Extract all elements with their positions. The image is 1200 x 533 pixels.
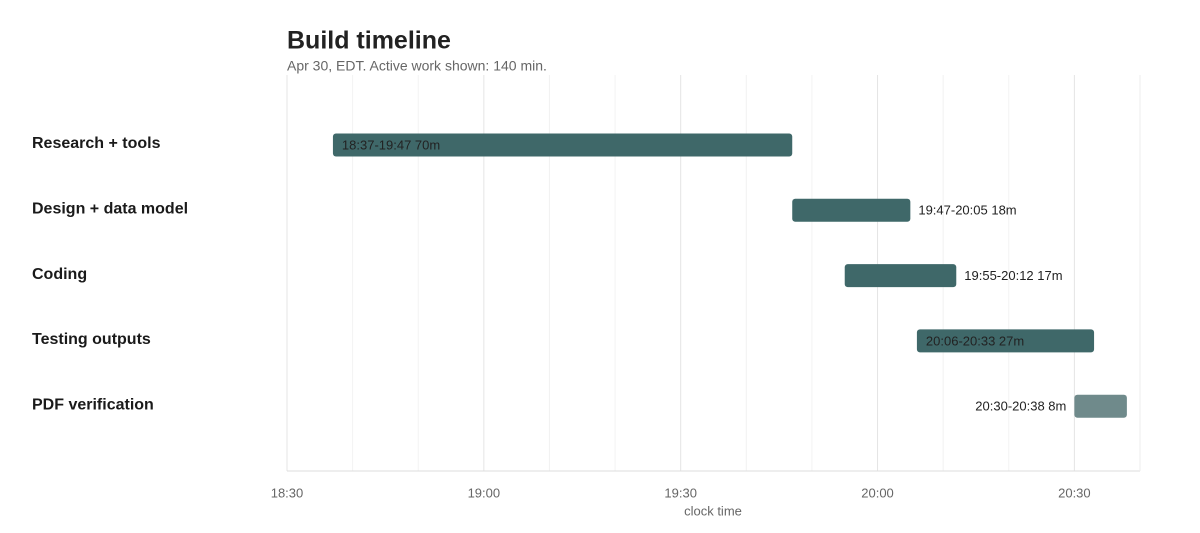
bar (792, 198, 911, 222)
category-label: Testing outputs (32, 331, 151, 348)
value-label: 19:47-20:05 18m (918, 203, 1016, 218)
x-tick-label: 20:30 (1058, 485, 1091, 500)
category-label: PDF verification (32, 396, 154, 413)
category-label: Coding (32, 266, 87, 283)
x-axis-label: clock time (684, 503, 742, 518)
bar (332, 133, 793, 157)
category-label: Design + data model (32, 201, 188, 218)
value-label: 18:37-19:47 70m (342, 137, 440, 152)
x-tick-label: 20:00 (861, 485, 894, 500)
bar (844, 264, 957, 288)
chart-title: Build timeline (287, 27, 451, 55)
chart-subtitle: Apr 30, EDT. Active work shown: 140 min. (287, 58, 547, 74)
bar (916, 329, 1095, 353)
x-tick-label: 19:00 (468, 485, 501, 500)
x-tick-label: 18:30 (271, 485, 304, 500)
category-label: Research + tools (32, 135, 161, 152)
value-label: 20:30-20:38 8m (975, 399, 1066, 414)
x-tick-label: 19:30 (664, 485, 697, 500)
bar (1074, 394, 1127, 418)
value-label: 20:06-20:33 27m (926, 333, 1024, 348)
value-label: 19:55-20:12 17m (964, 268, 1062, 283)
